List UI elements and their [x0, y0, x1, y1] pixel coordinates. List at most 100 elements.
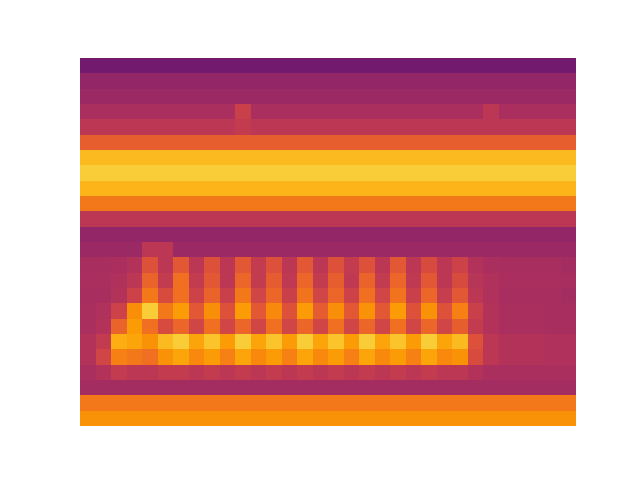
heatmap-cell	[80, 365, 96, 381]
heatmap-cell	[406, 334, 422, 350]
heatmap-cell	[328, 395, 344, 411]
heatmap-cell	[189, 196, 205, 212]
heatmap-cell	[452, 104, 468, 120]
heatmap-cell	[251, 365, 267, 381]
heatmap-cell	[483, 349, 499, 365]
heatmap-cell	[313, 257, 329, 273]
heatmap-cell	[127, 181, 143, 197]
heatmap-cell	[359, 104, 375, 120]
heatmap-cell	[359, 242, 375, 258]
heatmap-cell	[359, 319, 375, 335]
heatmap-cell	[375, 288, 391, 304]
heatmap-cell	[142, 257, 158, 273]
heatmap-cell	[421, 211, 437, 227]
heatmap-cell	[421, 150, 437, 166]
heatmap-cell	[173, 395, 189, 411]
heatmap-cell	[375, 257, 391, 273]
heatmap-cell	[375, 349, 391, 365]
heatmap-cell	[483, 257, 499, 273]
heatmap-cell	[406, 227, 422, 243]
heatmap-cell	[96, 211, 112, 227]
heatmap-cell	[344, 257, 360, 273]
heatmap-cell	[344, 181, 360, 197]
heatmap-cell	[189, 227, 205, 243]
heatmap-cell	[204, 380, 220, 396]
heatmap-cell	[111, 58, 127, 74]
heatmap-cell	[328, 334, 344, 350]
heatmap-cell	[297, 196, 313, 212]
heatmap-cell	[359, 349, 375, 365]
heatmap-cell	[344, 73, 360, 89]
heatmap-cell	[282, 58, 298, 74]
heatmap-cell	[80, 257, 96, 273]
heatmap-cell	[468, 395, 484, 411]
heatmap-cell	[297, 150, 313, 166]
heatmap-cell	[235, 395, 251, 411]
heatmap-cell	[127, 58, 143, 74]
heatmap-cell	[80, 104, 96, 120]
heatmap-cell	[204, 319, 220, 335]
heatmap-cell	[483, 211, 499, 227]
heatmap-cell	[499, 349, 515, 365]
heatmap-cell	[514, 89, 530, 105]
heatmap-cell	[452, 181, 468, 197]
heatmap-cell	[514, 349, 530, 365]
heatmap-cell	[421, 181, 437, 197]
heatmap-cell	[80, 181, 96, 197]
heatmap-cell	[142, 119, 158, 135]
heatmap-cell	[251, 181, 267, 197]
heatmap-cell	[251, 211, 267, 227]
heatmap-cell	[204, 135, 220, 151]
heatmap-cell	[142, 288, 158, 304]
heatmap-cell	[204, 89, 220, 105]
heatmap-cell	[251, 411, 267, 426]
heatmap-cell	[375, 319, 391, 335]
heatmap-cell	[452, 150, 468, 166]
heatmap-cell	[220, 73, 236, 89]
heatmap-cell	[421, 365, 437, 381]
heatmap-cell	[142, 150, 158, 166]
heatmap-cell	[251, 227, 267, 243]
heatmap-cell	[204, 334, 220, 350]
heatmap-cell	[452, 334, 468, 350]
heatmap-cell	[251, 257, 267, 273]
heatmap-cell	[127, 165, 143, 181]
heatmap-cell	[220, 411, 236, 426]
heatmap-cell	[173, 181, 189, 197]
heatmap-cell	[344, 303, 360, 319]
heatmap-cells	[80, 58, 576, 426]
heatmap-cell	[499, 181, 515, 197]
heatmap-cell	[406, 242, 422, 258]
heatmap-cell	[344, 334, 360, 350]
heatmap-cell	[530, 58, 546, 74]
heatmap-cell	[530, 395, 546, 411]
heatmap-cell	[297, 395, 313, 411]
heatmap-cell	[344, 365, 360, 381]
heatmap-cell	[142, 242, 158, 258]
heatmap-cell	[158, 227, 174, 243]
heatmap-cell	[483, 227, 499, 243]
heatmap-cell	[359, 165, 375, 181]
heatmap-cell	[390, 257, 406, 273]
heatmap-cell	[406, 380, 422, 396]
heatmap-cell	[80, 273, 96, 289]
heatmap-cell	[142, 104, 158, 120]
heatmap-cell	[282, 196, 298, 212]
heatmap-cell	[220, 181, 236, 197]
heatmap-cell	[530, 257, 546, 273]
heatmap-cell	[514, 395, 530, 411]
heatmap-cell	[390, 349, 406, 365]
heatmap-cell	[80, 135, 96, 151]
heatmap-cell	[96, 303, 112, 319]
heatmap-cell	[220, 303, 236, 319]
heatmap-cell	[235, 411, 251, 426]
heatmap-cell	[313, 334, 329, 350]
heatmap-cell	[173, 196, 189, 212]
heatmap-cell	[561, 319, 577, 335]
heatmap-cell	[297, 89, 313, 105]
heatmap-cell	[452, 395, 468, 411]
heatmap-cell	[313, 227, 329, 243]
heatmap-cell	[483, 334, 499, 350]
heatmap-cell	[204, 257, 220, 273]
heatmap-cell	[561, 165, 577, 181]
